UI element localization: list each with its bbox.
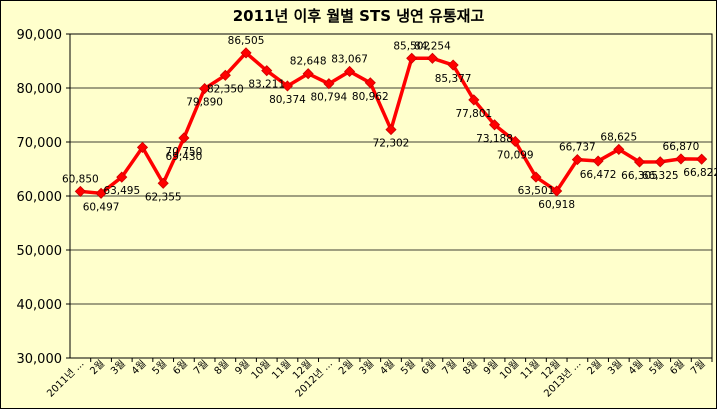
y-tick-label: 70,000 xyxy=(17,136,63,151)
data-point xyxy=(633,156,646,168)
data-point xyxy=(468,94,480,106)
data-point xyxy=(592,155,604,167)
data-label: 62,355 xyxy=(145,191,182,203)
data-point xyxy=(74,185,86,197)
data-label: 66,305 xyxy=(621,170,658,182)
data-point xyxy=(178,132,190,144)
data-point xyxy=(281,80,294,92)
data-label: 82,350 xyxy=(207,83,244,95)
y-tick-label: 90,000 xyxy=(17,28,63,43)
x-tick-label: 11월 xyxy=(518,358,542,382)
data-label: 60,497 xyxy=(83,201,120,213)
data-label: 79,890 xyxy=(186,97,223,109)
data-label: 70,750 xyxy=(166,146,203,158)
data-point xyxy=(364,77,376,89)
data-label: 72,302 xyxy=(373,138,410,150)
data-label: 66,737 xyxy=(559,142,596,154)
data-label: 83,067 xyxy=(331,53,368,65)
data-point xyxy=(426,52,438,64)
data-label: 66,472 xyxy=(580,169,617,181)
data-point xyxy=(157,177,169,189)
data-label: 85,377 xyxy=(435,73,472,85)
x-tick-label: 10월 xyxy=(249,358,273,382)
data-point xyxy=(136,141,149,153)
data-label: 70,099 xyxy=(497,149,534,161)
data-point xyxy=(675,153,687,165)
data-point xyxy=(199,83,211,95)
data-label: 86,505 xyxy=(228,35,265,47)
data-label: 68,625 xyxy=(600,131,637,143)
data-point xyxy=(571,154,583,166)
data-label: 66,822 xyxy=(683,167,717,179)
y-tick-label: 50,000 xyxy=(17,244,63,259)
data-point xyxy=(654,156,666,168)
data-label: 69,430 xyxy=(166,151,203,163)
data-label: 66,870 xyxy=(663,141,700,153)
data-label: 83,211 xyxy=(248,79,285,91)
data-point xyxy=(385,124,397,136)
x-tick-label: 11월 xyxy=(270,358,294,382)
data-label: 73,188 xyxy=(476,133,513,145)
data-label: 84,254 xyxy=(414,40,451,52)
data-label: 85,502 xyxy=(393,40,430,52)
data-point xyxy=(613,143,625,155)
y-tick-label: 40,000 xyxy=(17,298,63,313)
data-label: 82,648 xyxy=(290,56,327,68)
data-point xyxy=(406,52,418,64)
data-point xyxy=(219,69,231,81)
chart-title: 2011년 이후 월별 STS 냉연 유통재고 xyxy=(232,7,485,25)
data-point xyxy=(95,187,107,199)
data-label: 77,801 xyxy=(455,108,492,120)
data-label: 80,374 xyxy=(269,94,306,106)
data-point xyxy=(302,68,314,80)
data-label: 80,962 xyxy=(352,91,389,103)
data-label: 63,501 xyxy=(518,185,555,197)
data-point xyxy=(240,47,252,59)
y-tick-label: 30,000 xyxy=(17,352,63,367)
data-label: 80,794 xyxy=(310,92,347,104)
data-point xyxy=(323,78,335,90)
data-point xyxy=(116,171,128,183)
data-point xyxy=(696,153,708,165)
data-label: 60,850 xyxy=(62,173,99,185)
data-point xyxy=(261,65,273,77)
data-point xyxy=(551,185,563,197)
x-tick-label: 10월 xyxy=(497,358,521,382)
data-point xyxy=(509,135,521,148)
data-label: 66,325 xyxy=(642,170,679,182)
data-label: 63,495 xyxy=(103,185,140,197)
data-point xyxy=(447,59,459,71)
data-point xyxy=(344,65,356,78)
data-point xyxy=(488,119,501,131)
data-label: 60,918 xyxy=(538,199,575,211)
data-point xyxy=(530,171,542,183)
y-tick-label: 60,000 xyxy=(17,190,63,205)
y-tick-label: 80,000 xyxy=(17,82,63,97)
